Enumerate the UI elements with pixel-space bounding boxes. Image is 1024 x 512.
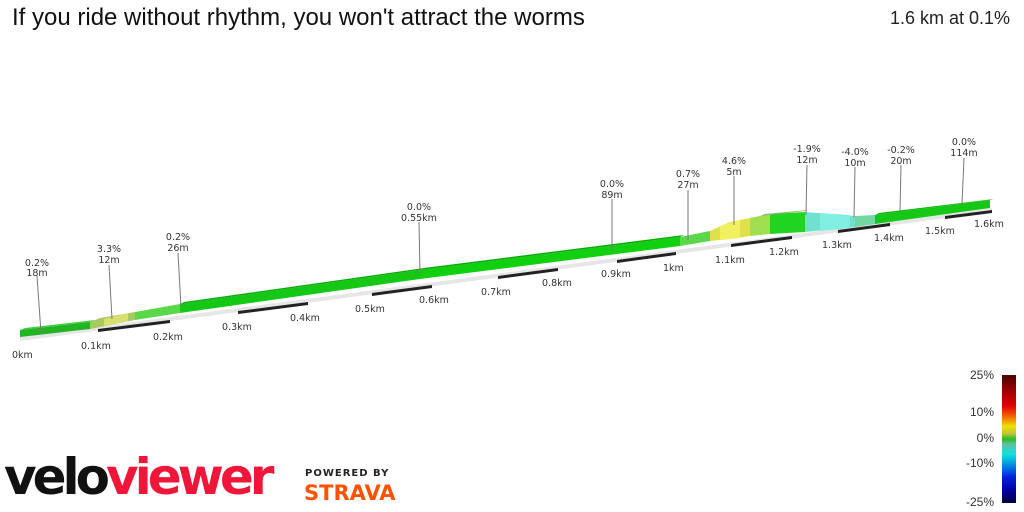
svg-text:12m: 12m (796, 155, 817, 166)
powered-by-label: POWERED BY (305, 468, 390, 479)
svg-text:0.7km: 0.7km (481, 287, 511, 298)
svg-text:0.9km: 0.9km (601, 269, 631, 280)
profile-body (20, 199, 994, 337)
svg-text:5m: 5m (726, 167, 741, 178)
svg-text:0.0%: 0.0% (407, 202, 431, 213)
svg-text:1.1km: 1.1km (715, 255, 745, 266)
route-summary: 1.6 km at 0.1% (889, 8, 1010, 28)
svg-text:4.6%: 4.6% (722, 156, 746, 167)
svg-text:0.1km: 0.1km (81, 341, 111, 352)
svg-text:0.2km: 0.2km (153, 332, 183, 343)
svg-text:0.6km: 0.6km (419, 295, 449, 306)
svg-text:-1.9%: -1.9% (793, 144, 821, 155)
annotation-lines (36, 157, 965, 334)
svg-text:0.55km: 0.55km (401, 213, 437, 224)
distance-scale-strip (20, 208, 992, 341)
svg-text:1.6km: 1.6km (974, 219, 1004, 230)
svg-text:18m: 18m (26, 268, 47, 279)
svg-text:1.2km: 1.2km (769, 247, 799, 258)
veloviewer-logo: veloviewer (4, 448, 274, 506)
svg-text:10m: 10m (844, 158, 865, 169)
legend-label-neg10: -10% (965, 456, 994, 470)
segment-annotations: 0.2% 18m 3.3% 12m 0.2% 26m 0.0% 0.55km 0… (25, 137, 978, 279)
svg-text:0km: 0km (12, 350, 33, 361)
svg-text:26m: 26m (167, 243, 188, 254)
svg-text:1.4km: 1.4km (874, 233, 904, 244)
svg-text:89m: 89m (601, 190, 622, 201)
distance-tick-labels: 0km 0.1km 0.2km 0.3km 0.4km 0.5km 0.6km … (12, 219, 1004, 361)
svg-text:0.2%: 0.2% (25, 258, 49, 269)
svg-text:0.0%: 0.0% (952, 137, 976, 148)
legend-label-0: 0% (976, 431, 994, 445)
svg-text:-4.0%: -4.0% (841, 147, 869, 158)
svg-text:0.8km: 0.8km (542, 278, 572, 289)
svg-text:0.7%: 0.7% (676, 169, 700, 180)
svg-text:1.5km: 1.5km (925, 226, 955, 237)
svg-text:0.0%: 0.0% (600, 179, 624, 190)
svg-text:27m: 27m (677, 180, 698, 191)
route-title: If you ride without rhythm, you won't at… (12, 4, 585, 31)
svg-text:12m: 12m (98, 255, 119, 266)
svg-text:114m: 114m (950, 148, 977, 159)
legend-label-max: 25% (969, 368, 994, 382)
svg-text:3.3%: 3.3% (97, 244, 121, 255)
svg-text:1km: 1km (663, 263, 684, 274)
svg-text:-0.2%: -0.2% (887, 145, 915, 156)
gradient-color-scale (1002, 375, 1016, 503)
svg-text:0.5km: 0.5km (355, 304, 385, 315)
svg-text:0.3km: 0.3km (222, 322, 252, 333)
svg-text:20m: 20m (890, 156, 911, 167)
svg-text:1.3km: 1.3km (822, 240, 852, 251)
legend-label-10: 10% (969, 405, 994, 419)
strava-logo: STRAVA (304, 481, 396, 505)
legend-label-min: -25% (965, 495, 994, 509)
svg-text:0.2%: 0.2% (166, 232, 190, 243)
svg-text:0.4km: 0.4km (290, 313, 320, 324)
